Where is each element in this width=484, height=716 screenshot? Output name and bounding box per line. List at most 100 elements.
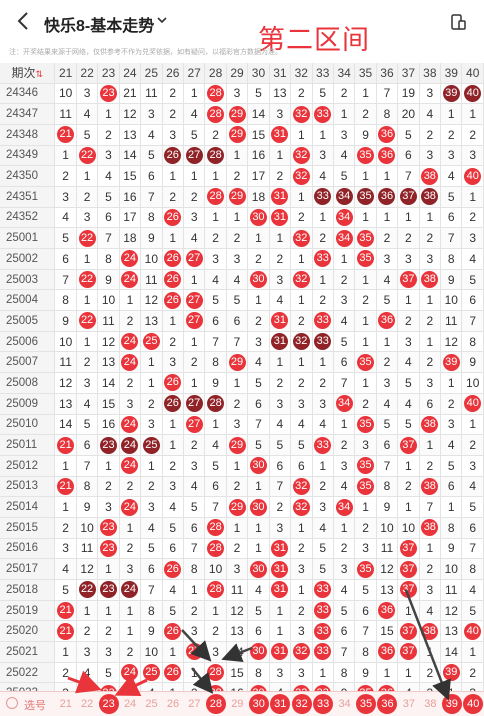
table-row: 24349 1 22 3 14 5 26 27 28 1 16 1 32 3 4 35 36 6 3 3 3	[0, 145, 484, 167]
table-cell: 13	[226, 620, 249, 643]
table-cell: 30	[247, 558, 270, 580]
select-number-21[interactable]: 21	[59, 698, 72, 710]
select-number-31[interactable]: 31	[270, 694, 291, 714]
select-number-36[interactable]: 36	[377, 694, 398, 714]
select-number-39[interactable]: 39	[441, 694, 462, 714]
column-header-26: 26	[162, 63, 184, 84]
table-cell: 2	[183, 600, 206, 622]
select-number-26[interactable]: 26	[166, 698, 180, 710]
table-cell: 6	[162, 538, 184, 560]
select-number-23[interactable]: 23	[98, 694, 119, 714]
table-cell: 35	[354, 455, 377, 477]
table-cell: 2	[397, 476, 420, 498]
select-number-40[interactable]: 40	[463, 694, 484, 714]
table-cell: 10	[440, 289, 463, 312]
table-cell: 11	[54, 351, 77, 374]
table-cell: 2	[119, 538, 142, 560]
select-number-29[interactable]: 29	[231, 698, 244, 710]
select-number-37[interactable]: 37	[402, 698, 416, 710]
select-number-38[interactable]: 38	[424, 698, 437, 710]
table-row: 24346 10 3 23 21 11 2 1 28 3 5 13 2 5 2 1 7 19 3 39 40	[0, 83, 484, 105]
table-cell: 28	[204, 393, 227, 415]
table-cell: 2	[290, 207, 313, 229]
select-radio[interactable]	[6, 697, 18, 709]
table-cell: 6	[204, 476, 227, 498]
table-cell: 4	[269, 414, 292, 436]
table-cell: 3	[54, 538, 77, 560]
table-cell: 5	[440, 186, 463, 208]
table-cell: 2	[226, 393, 249, 415]
select-number-33[interactable]: 33	[313, 694, 334, 714]
table-cell: 28	[204, 186, 227, 208]
table-cell: 4	[440, 165, 463, 187]
table-cell: 3	[204, 641, 227, 663]
table-row: 25008 12 3 14 2 1 26 1 9 1 5 2 2 2 7 1 3 5 3 1 10	[0, 372, 484, 394]
table-cell: 2	[419, 310, 442, 332]
drawn-number-ball: 35	[357, 250, 375, 268]
table-cell: 1	[119, 620, 142, 643]
drawn-number-ball: 22	[78, 312, 96, 330]
period-cell: 25017	[0, 558, 56, 580]
table-row: 25004 8 1 10 1 12 26 27 5 5 1 4 1 2 3 2 5 1 1 10 6	[0, 289, 484, 312]
table-cell: 2	[333, 83, 356, 105]
table-cell: 5	[376, 289, 399, 312]
table-cell: 1	[376, 207, 399, 229]
table-cell: 22	[76, 310, 99, 332]
table-cell: 2	[140, 393, 163, 415]
drawn-number-ball: 32	[292, 477, 310, 495]
table-cell: 1	[312, 455, 334, 477]
table-cell: 3	[269, 517, 292, 539]
table-cell: 5	[397, 124, 420, 146]
drawn-number-ball: 37	[399, 271, 417, 289]
select-number-25[interactable]: 25	[145, 698, 158, 710]
chevron-down-icon[interactable]	[156, 14, 168, 26]
table-cell: 10	[140, 641, 163, 663]
select-number-35[interactable]: 35	[356, 694, 377, 714]
table-cell: 15	[376, 620, 399, 643]
table-cell: 1	[354, 331, 377, 353]
table-cell: 6	[419, 393, 442, 415]
select-number-32[interactable]: 32	[291, 694, 312, 714]
table-cell: 2	[162, 103, 184, 125]
table-cell: 3	[162, 351, 184, 374]
table-row: 24350 2 1 4 15 6 1 1 1 2 17 2 32 4 5 1 1 7 38 4 40	[0, 165, 484, 187]
drawn-number-ball: 33	[314, 436, 332, 454]
table-cell: 4	[162, 579, 184, 601]
table-cell: 1	[226, 372, 249, 394]
table-cell: 7	[140, 186, 163, 208]
table-cell: 1	[269, 600, 292, 622]
drawn-number-ball: 24	[121, 457, 139, 475]
select-number-24[interactable]: 24	[123, 698, 137, 710]
drawn-number-ball: 29	[228, 498, 246, 516]
chevron-left-icon[interactable]	[14, 10, 34, 32]
table-cell: 29	[226, 351, 249, 374]
table-cell: 21	[54, 620, 77, 643]
period-header[interactable]: 期次⇅	[0, 63, 56, 84]
drawn-number-ball: 24	[121, 333, 139, 351]
table-cell: 7	[397, 165, 420, 187]
drawn-number-ball: 26	[164, 291, 182, 309]
table-cell: 4	[333, 145, 356, 167]
period-cell: 25006	[0, 331, 56, 353]
table-cell: 2	[119, 310, 142, 332]
table-cell: 1	[76, 600, 99, 622]
column-header-40: 40	[461, 63, 484, 84]
table-cell: 1	[204, 414, 227, 436]
select-number-30[interactable]: 30	[248, 694, 269, 714]
select-number-22[interactable]: 22	[81, 698, 94, 710]
table-cell: 1	[183, 331, 206, 353]
table-cell: 9	[204, 372, 227, 394]
table-cell: 40	[461, 165, 484, 187]
table-cell: 1	[162, 434, 184, 456]
select-number-34[interactable]: 34	[338, 698, 351, 710]
table-cell: 1	[419, 331, 442, 353]
select-number-27[interactable]: 27	[188, 698, 201, 710]
table-cell: 24	[119, 662, 142, 684]
device-icon[interactable]	[448, 12, 468, 32]
table-cell: 31	[269, 310, 292, 332]
table-cell: 25	[140, 331, 163, 353]
table-cell: 1	[376, 331, 399, 353]
select-number-28[interactable]: 28	[205, 694, 226, 714]
table-cell: 27	[183, 248, 206, 270]
drawn-number-ball: 22	[78, 271, 96, 289]
